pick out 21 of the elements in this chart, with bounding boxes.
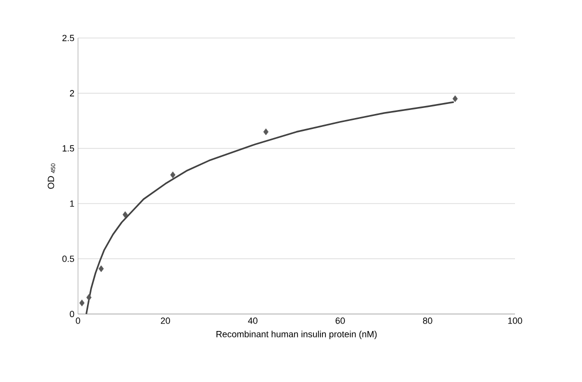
y-tick-label: 0.5	[62, 256, 74, 262]
x-tick-label: 80	[423, 318, 432, 324]
x-tick-label: 20	[160, 318, 170, 324]
point	[98, 265, 104, 272]
y-tick-label: 1.5	[62, 145, 74, 152]
y-tick-label: 1	[70, 200, 74, 207]
point	[122, 211, 128, 218]
x-tick-label: 100	[508, 318, 522, 324]
x-tick-label: 40	[248, 318, 258, 324]
x-axis-title: Recombinant human insulin protein (nM)	[216, 330, 377, 340]
point	[79, 300, 85, 306]
y-tick-label: 2.5	[62, 34, 74, 42]
point	[170, 172, 176, 178]
point	[263, 128, 269, 136]
point	[86, 294, 92, 301]
point	[452, 95, 458, 102]
x-tick-label: 0	[76, 318, 80, 324]
y-axis-title: OD $_{450}$	[48, 164, 56, 189]
y-tick-label: 2	[70, 90, 74, 96]
x-tick-label: 60	[336, 318, 345, 324]
y-tick-label: 0	[70, 310, 74, 318]
